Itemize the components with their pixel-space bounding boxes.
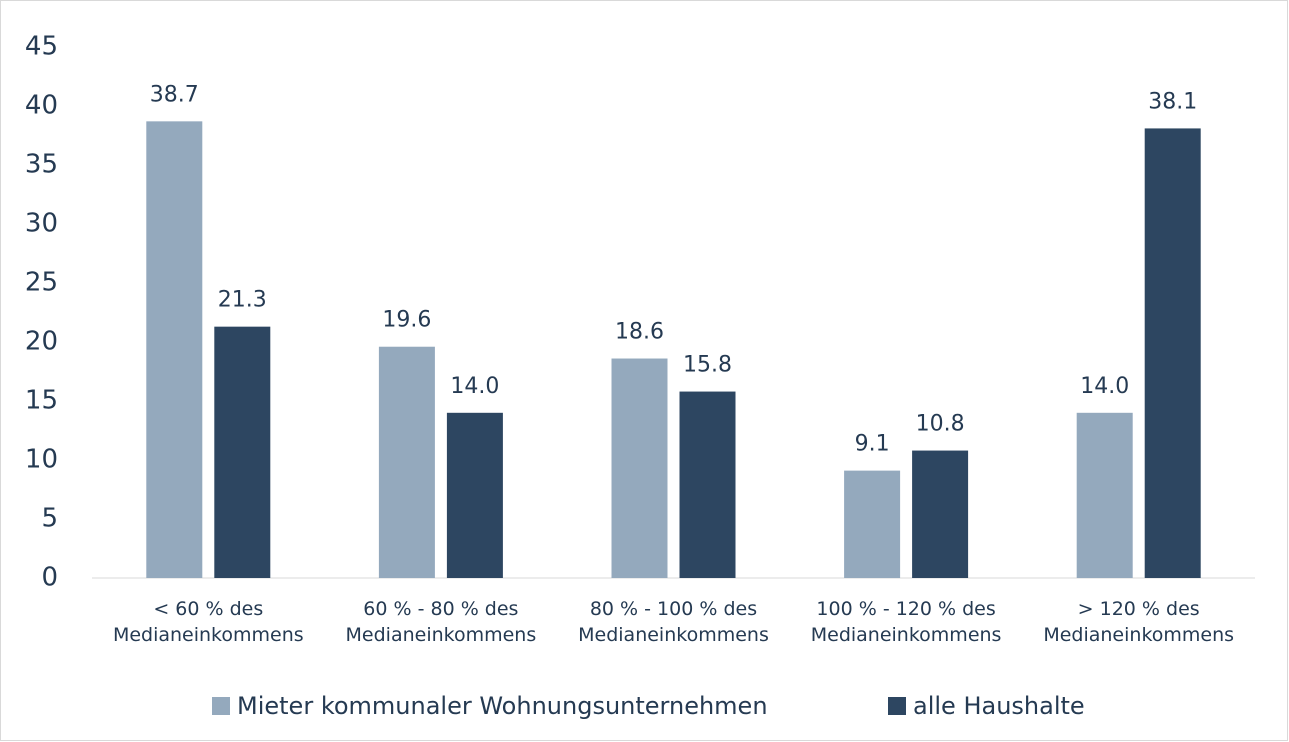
legend-label: Mieter kommunaler Wohnungsunternehmen <box>237 692 768 720</box>
bar <box>844 470 901 578</box>
bar <box>1076 412 1133 578</box>
value-label: 18.6 <box>615 320 664 345</box>
x-tick-label: < 60 % des Medianeinkommens <box>112 598 304 646</box>
value-label: 15.8 <box>683 353 732 378</box>
bar <box>446 412 503 578</box>
x-tick-label: 60 % - 80 % des Medianeinkommens <box>345 598 537 646</box>
value-label: 10.8 <box>916 412 965 437</box>
value-label: 9.1 <box>855 432 890 457</box>
y-tick-label: 15 <box>25 386 58 416</box>
legend-swatch <box>888 697 906 715</box>
value-label: 14.0 <box>1080 374 1129 399</box>
y-tick-label: 0 <box>41 563 58 593</box>
x-tick-label: > 120 % des Medianeinkommens <box>1043 598 1235 646</box>
bar <box>912 450 969 578</box>
value-label: 38.7 <box>150 82 199 107</box>
bar <box>611 358 668 578</box>
y-tick-label: 10 <box>25 445 58 475</box>
y-tick-label: 5 <box>41 504 58 534</box>
y-tick-label: 20 <box>25 327 58 357</box>
bar <box>1144 128 1201 579</box>
value-label: 38.1 <box>1148 89 1197 114</box>
bar <box>679 391 736 578</box>
x-tick-label: 80 % - 100 % des Medianeinkommens <box>578 598 769 646</box>
value-label: 14.0 <box>450 374 499 399</box>
y-tick-label: 25 <box>25 268 58 298</box>
value-label: 19.6 <box>382 308 431 333</box>
y-tick-label: 40 <box>25 91 58 121</box>
y-tick-label: 30 <box>25 209 58 239</box>
bar <box>378 346 435 578</box>
value-label: 21.3 <box>218 288 267 313</box>
bar <box>214 326 271 578</box>
bar <box>146 121 203 578</box>
legend-label: alle Haushalte <box>913 692 1085 720</box>
y-tick-label: 35 <box>25 150 58 180</box>
x-tick-label: 100 % - 120 % des Medianeinkommens <box>810 598 1002 646</box>
legend-swatch <box>212 697 230 715</box>
y-tick-label: 45 <box>25 32 58 62</box>
